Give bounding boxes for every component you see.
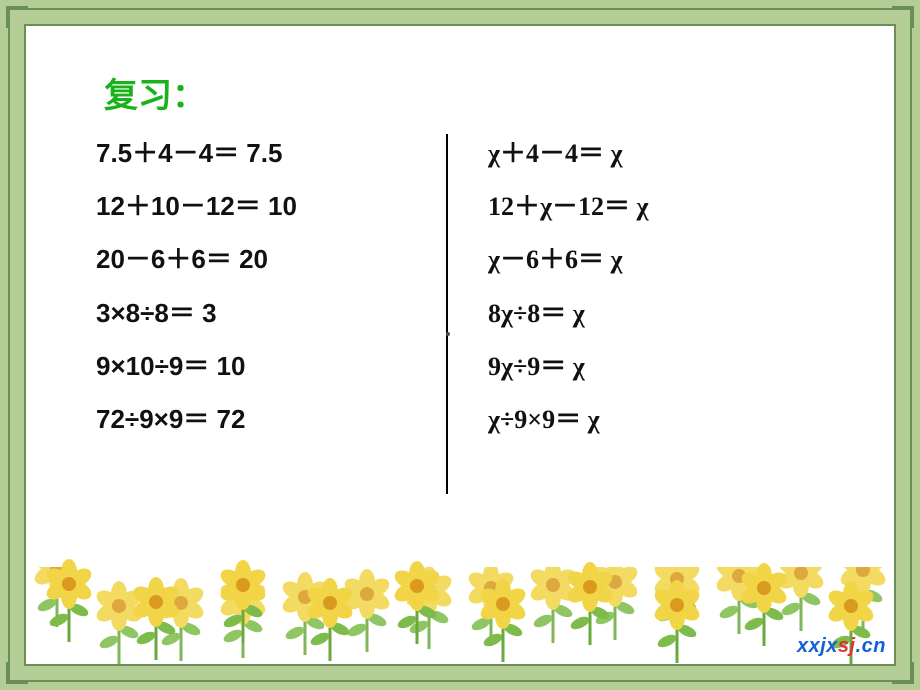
decorative-dot-icon bbox=[446, 332, 450, 336]
equation-answer: χ bbox=[630, 192, 649, 221]
equation-right: 9χ÷9＝ χ bbox=[488, 351, 818, 382]
flower-icon bbox=[647, 557, 707, 663]
equation-expression: 7.5＋4－4＝ bbox=[96, 138, 239, 168]
equation-left: 12＋10－12＝ 10 bbox=[96, 191, 436, 222]
equation-expression: 72÷9×9＝ bbox=[96, 404, 209, 434]
equation-answer: χ bbox=[581, 405, 600, 434]
watermark-red: sj bbox=[838, 635, 856, 657]
equation-answer: 72 bbox=[209, 404, 245, 434]
equation-expression: χ－6＋6＝ bbox=[488, 245, 604, 274]
equation-expression: 8χ÷8＝ bbox=[488, 299, 566, 328]
equation-left: 7.5＋4－4＝ 7.5 bbox=[96, 138, 436, 169]
equation-answer: 20 bbox=[232, 244, 268, 274]
section-title: 复习： bbox=[104, 68, 206, 117]
equation-answer: χ bbox=[604, 245, 623, 274]
equation-expression: 12＋10－12＝ bbox=[96, 191, 261, 221]
equation-answer: χ bbox=[566, 299, 585, 328]
flower-icon bbox=[39, 557, 99, 642]
equation-expression: 9×10÷9＝ bbox=[96, 351, 209, 381]
equation-answer: 3 bbox=[195, 298, 217, 328]
equation-expression: χ＋4－4＝ bbox=[488, 139, 604, 168]
flower-icon bbox=[473, 557, 533, 662]
equation-right: χ＋4－4＝ χ bbox=[488, 138, 818, 169]
equation-answer: χ bbox=[566, 352, 585, 381]
column-divider bbox=[446, 134, 448, 494]
equation-answer: 10 bbox=[209, 351, 245, 381]
flower-icon bbox=[213, 557, 273, 643]
page-content: 复习： 7.5＋4－4＝ 7.5 12＋10－12＝ 10 20－6＋6＝ 20 3×… bbox=[24, 24, 896, 666]
equation-left: 72÷9×9＝ 72 bbox=[96, 404, 436, 435]
equation-left: 20－6＋6＝ 20 bbox=[96, 244, 436, 275]
equation-columns: 7.5＋4－4＝ 7.5 12＋10－12＝ 10 20－6＋6＝ 20 3×8÷8＝… bbox=[86, 138, 834, 494]
equation-expression: χ÷9×9＝ bbox=[488, 405, 581, 434]
flower-icon bbox=[126, 557, 186, 660]
watermark-suffix: .cn bbox=[856, 635, 886, 657]
left-equation-column: 7.5＋4－4＝ 7.5 12＋10－12＝ 10 20－6＋6＝ 20 3×8÷8＝… bbox=[86, 138, 436, 494]
mid-frame: 复习： 7.5＋4－4＝ 7.5 12＋10－12＝ 10 20－6＋6＝ 20 3×… bbox=[8, 8, 912, 682]
equation-right: 12＋χ－12＝ χ bbox=[488, 191, 818, 222]
equation-answer: 10 bbox=[261, 191, 297, 221]
flower-icon bbox=[560, 557, 620, 645]
flower-icon bbox=[300, 557, 360, 661]
watermark: xxjxsj.cn bbox=[797, 635, 886, 658]
equation-right: 8χ÷8＝ χ bbox=[488, 298, 818, 329]
equation-expression: 3×8÷8＝ bbox=[96, 298, 195, 328]
equation-right: χ÷9×9＝ χ bbox=[488, 404, 818, 435]
flower-garden-icon bbox=[26, 504, 894, 664]
flower-icon bbox=[734, 557, 794, 646]
equation-left: 3×8÷8＝ 3 bbox=[96, 298, 436, 329]
outer-frame: 复习： 7.5＋4－4＝ 7.5 12＋10－12＝ 10 20－6＋6＝ 20 3×… bbox=[0, 0, 920, 690]
equation-left: 9×10÷9＝ 10 bbox=[96, 351, 436, 382]
flower-icon bbox=[387, 557, 447, 644]
equation-answer: χ bbox=[604, 139, 623, 168]
watermark-blue: xxjx bbox=[797, 635, 838, 657]
right-equation-column: χ＋4－4＝ χ12＋χ－12＝ χχ－6＋6＝ χ8χ÷8＝ χ9χ÷9＝ χ… bbox=[458, 138, 818, 494]
equation-expression: 9χ÷9＝ bbox=[488, 352, 566, 381]
equation-answer: 7.5 bbox=[239, 138, 282, 168]
equation-right: χ－6＋6＝ χ bbox=[488, 244, 818, 275]
equation-expression: 12＋χ－12＝ bbox=[488, 192, 630, 221]
equation-expression: 20－6＋6＝ bbox=[96, 244, 232, 274]
